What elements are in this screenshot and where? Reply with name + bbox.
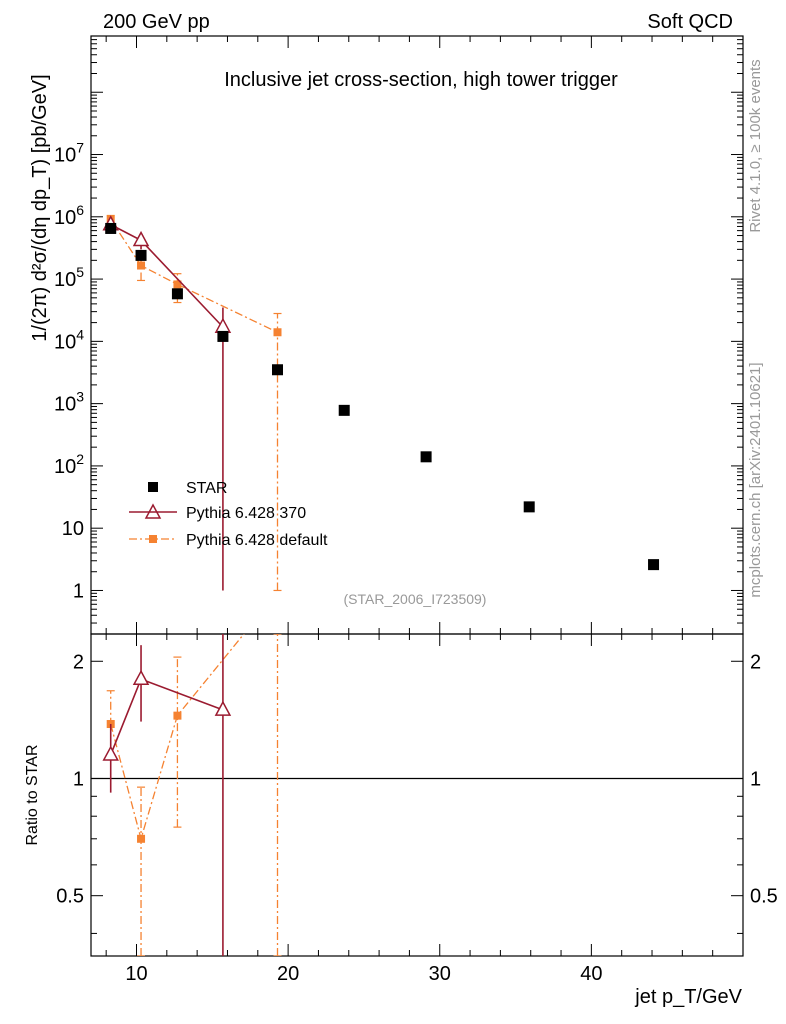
ratio-y-tick-label: 0.5 — [56, 886, 84, 908]
y-tick-label: 1 — [73, 580, 84, 602]
y-tick-label: 104 — [54, 326, 84, 353]
ratio-pythia-default-line — [110, 634, 245, 842]
ratio-y-tick-label-right: 2 — [750, 651, 761, 673]
plot-title: Inclusive jet cross-section, high tower … — [224, 69, 618, 91]
star-point — [338, 404, 350, 416]
ratio-pythia-370-line — [109, 678, 224, 756]
main-panel: 1 10 102 103 104 105 106 107 Inclusive jet cros… — [29, 35, 744, 635]
pythia-default-line — [110, 219, 278, 333]
star-point — [105, 222, 117, 234]
legend-pdef-label: Pythia 6.428 default — [186, 532, 328, 549]
y-tick-label: 105 — [54, 264, 84, 291]
pythia-default-point — [137, 261, 146, 270]
pythia-default-point — [173, 280, 182, 289]
pythia-370-point — [132, 230, 150, 247]
legend-star-label: STAR — [186, 480, 227, 497]
x-tick-label: 20 — [277, 963, 299, 985]
star-point — [135, 249, 147, 261]
ratio-panel-frame — [90, 633, 744, 957]
star-point — [648, 559, 660, 571]
ratio-axis-ticks: 10 20 30 40 0.5 0.5 1 1 2 2 — [56, 634, 778, 985]
ratio-pythia-default-point — [173, 711, 182, 720]
main-data-marks — [102, 214, 660, 592]
star-point — [171, 288, 183, 300]
y-tick-label: 103 — [54, 389, 84, 416]
x-axis-label: jet p_T/GeV — [634, 986, 742, 1008]
legend-star-marker — [148, 482, 158, 492]
star-point — [420, 451, 432, 463]
star-point — [523, 501, 535, 513]
y-tick-label: 107 — [54, 140, 84, 167]
ratio-pythia-370-point — [102, 745, 119, 761]
legend-pdef-marker — [149, 535, 157, 543]
pythia-default-point — [273, 328, 282, 337]
ratio-y-tick-label: 1 — [73, 768, 84, 790]
ratio-y-axis-label: Ratio to STAR — [24, 744, 41, 845]
ratio-data-marks — [102, 634, 282, 956]
ratio-pythia-default-point — [137, 834, 146, 843]
analysis-id: (STAR_2006_I723509) — [344, 591, 487, 607]
x-tick-label: 40 — [580, 963, 602, 985]
y-axis-label: 1/(2π) d²σ/(dη dp_T) [pb/GeV] — [29, 74, 51, 341]
legend-p370-marker — [144, 503, 162, 519]
ratio-panel: 10 20 30 40 0.5 0.5 1 1 2 2 Ratio to STAR — [24, 633, 778, 985]
ratio-y-tick-label-right: 1 — [750, 768, 761, 790]
y-tick-label: 106 — [54, 202, 84, 229]
legend: STAR Pythia 6.428 370 Pythia 6.428 defau… — [129, 480, 328, 549]
star-point — [272, 364, 284, 376]
mcplots-label: mcplots.cern.ch [arXiv:2401.10621] — [747, 362, 764, 597]
ratio-y-tick-label-right: 0.5 — [750, 886, 778, 908]
legend-p370-label: Pythia 6.428 370 — [186, 505, 306, 522]
x-tick-label: 10 — [125, 963, 147, 985]
star-point — [217, 330, 229, 342]
main-axis-ticks: 1 10 102 103 104 105 106 107 — [54, 35, 743, 635]
y-tick-label: 102 — [54, 451, 84, 478]
header-right: Soft QCD — [647, 11, 733, 33]
rivet-version-label: Rivet 4.1.0, ≥ 100k events — [747, 59, 764, 232]
pythia-370-line — [110, 223, 224, 328]
x-tick-label: 30 — [429, 963, 451, 985]
ratio-pythia-370-point — [214, 700, 232, 716]
y-tick-label: 10 — [62, 518, 84, 540]
ratio-y-tick-label: 2 — [73, 651, 84, 673]
header-left: 200 GeV pp — [103, 11, 210, 33]
ratio-pythia-370-point — [132, 669, 150, 686]
